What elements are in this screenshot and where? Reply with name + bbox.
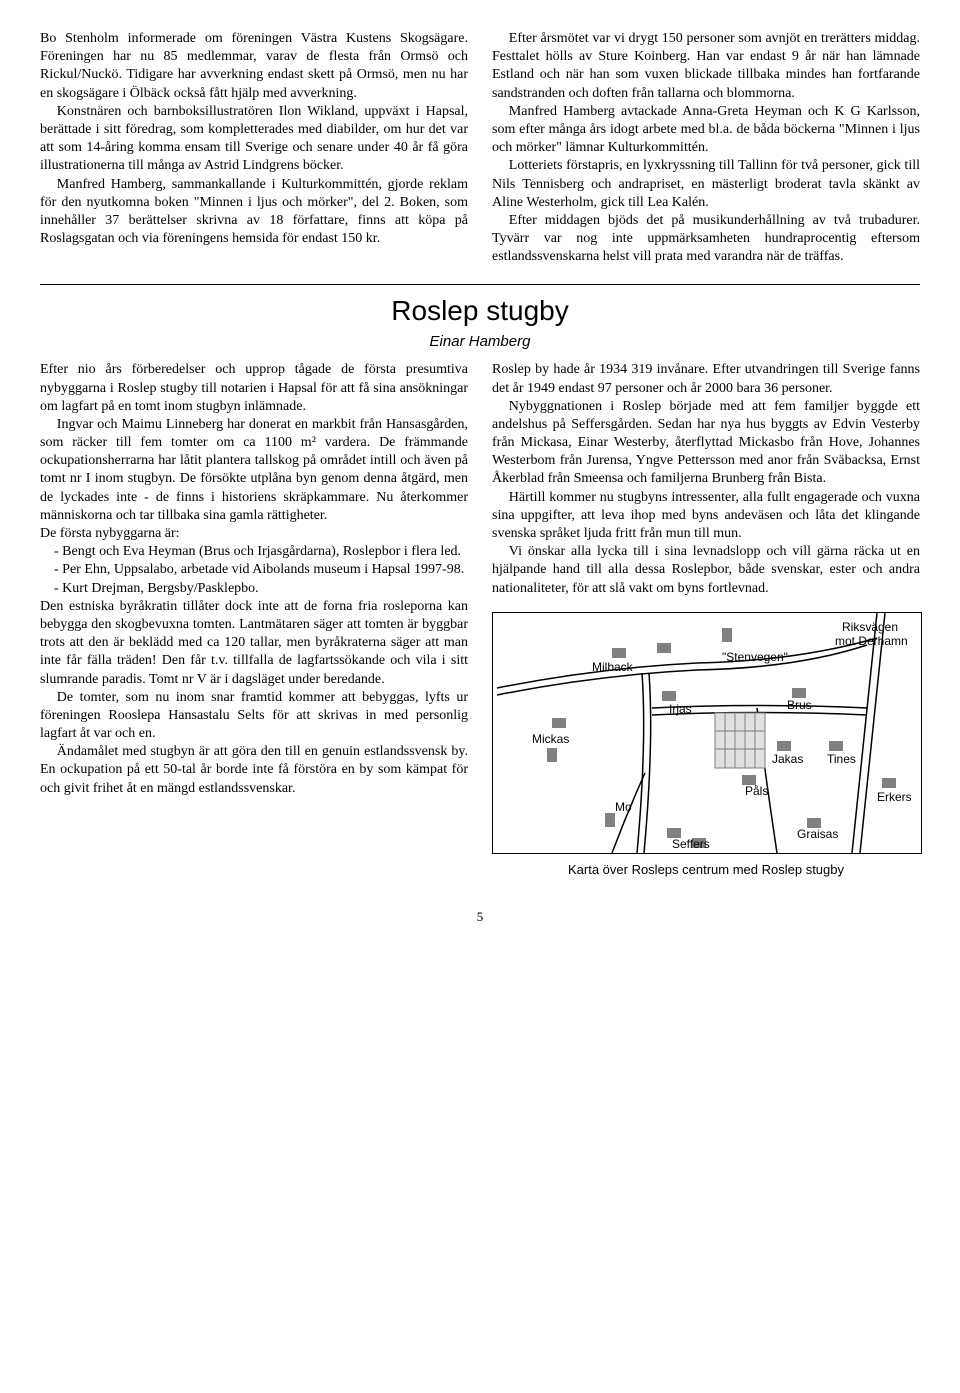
house7 <box>792 688 806 698</box>
a2r-p1: Roslep by hade år 1934 319 invånare. Eft… <box>492 361 920 397</box>
road-vert-2 <box>644 673 651 853</box>
lbl-milback: Milback <box>592 660 634 674</box>
lbl-seffers: Seffers <box>672 837 710 851</box>
a2l-bullets: Bengt och Eva Heyman (Brus och Irjasgård… <box>40 543 468 598</box>
house10 <box>829 741 843 751</box>
a2l-p6: Ändamålet med stugbyn är att göra den ti… <box>40 743 468 798</box>
lbl-riksvagen2: mot Derhamn <box>835 634 908 648</box>
lbl-tines: Tines <box>827 752 856 766</box>
house13 <box>605 813 615 827</box>
house3 <box>722 628 732 642</box>
a2r-p4: Vi önskar alla lycka till i sina levnads… <box>492 543 920 598</box>
lbl-stenvegen: "Stenvegen" <box>722 650 788 664</box>
article2-columns: Efter nio års förberedelser och upprop t… <box>40 361 920 878</box>
a2l-b2: Per Ehn, Uppsalabo, arbetade vid Aibolan… <box>54 561 468 579</box>
house6 <box>662 691 676 701</box>
article2-left-col: Efter nio års förberedelser och upprop t… <box>40 361 468 878</box>
article2-byline: Einar Hamberg <box>40 332 920 352</box>
lbl-brus: Brus <box>787 698 812 712</box>
a2r-p2: Nybyggnationen i Roslep började med att … <box>492 398 920 489</box>
house5 <box>547 748 557 762</box>
s1-p1: Bo Stenholm informerade om föreningen Vä… <box>40 30 468 103</box>
map-svg: Milback Mickas Mo Seffers "Stenvegen" Ir… <box>493 613 921 853</box>
s1-p7: Efter middagen bjöds det på musikunderhå… <box>492 212 920 267</box>
house11 <box>882 778 896 788</box>
lbl-erkers: Erkers <box>877 790 912 804</box>
article2-right-col: Roslep by hade år 1934 319 invånare. Eft… <box>492 361 920 878</box>
stugby-area <box>715 713 765 768</box>
road-vert-1 <box>637 673 644 853</box>
house8 <box>777 741 791 751</box>
a2l-p4: Den estniska byråkratin tillåter dock in… <box>40 598 468 689</box>
article2-title: Roslep stugby <box>40 293 920 329</box>
section-one-columns: Bo Stenholm informerade om föreningen Vä… <box>40 30 920 266</box>
map-caption: Karta över Rosleps centrum med Roslep st… <box>492 862 920 879</box>
road-top <box>497 638 877 688</box>
a2l-p5: De tomter, som nu inom snar framtid komm… <box>40 689 468 744</box>
a2l-b1: Bengt och Eva Heyman (Brus och Irjasgård… <box>54 543 468 561</box>
a2l-p3: De första nybyggarna är: <box>40 525 468 543</box>
stugby-rect <box>715 713 765 768</box>
lbl-mickas: Mickas <box>532 732 569 746</box>
s1-p5: Manfred Hamberg avtackade Anna-Greta Hey… <box>492 103 920 158</box>
house1 <box>612 648 626 658</box>
s1-p4: Efter årsmötet var vi drygt 150 personer… <box>492 30 920 103</box>
section-divider <box>40 284 920 285</box>
lbl-irjas: Irjas <box>669 702 692 716</box>
s1-p2: Konstnären och barnboksillustratören Ilo… <box>40 103 468 176</box>
a2l-b3: Kurt Drejman, Bergsby/Pasklepbo. <box>54 580 468 598</box>
a2l-p1: Efter nio års förberedelser och upprop t… <box>40 361 468 416</box>
house4 <box>552 718 566 728</box>
lbl-riksvagen1: Riksvägen <box>842 620 898 634</box>
a2r-p3: Härtill kommer nu stugbyns intressenter,… <box>492 489 920 544</box>
page-number: 5 <box>40 909 920 926</box>
lbl-graisas: Graisas <box>797 827 838 841</box>
s1-p3: Manfred Hamberg, sammankallande i Kultur… <box>40 176 468 249</box>
house2 <box>657 643 671 653</box>
a2l-p2: Ingvar och Maimu Linneberg har donerat e… <box>40 416 468 525</box>
lbl-pals: Påls <box>745 784 768 798</box>
map-box: Milback Mickas Mo Seffers "Stenvegen" Ir… <box>492 612 922 854</box>
lbl-mo: Mo <box>615 800 632 814</box>
s1-p6: Lotteriets förstapris, en lyxkryssning t… <box>492 157 920 212</box>
lbl-jakas: Jakas <box>772 752 803 766</box>
